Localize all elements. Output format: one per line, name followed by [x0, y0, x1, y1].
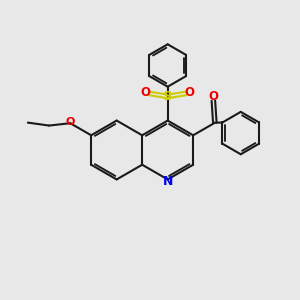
Text: O: O	[208, 90, 218, 103]
Text: N: N	[163, 175, 173, 188]
Text: O: O	[185, 86, 195, 99]
Text: S: S	[163, 90, 172, 103]
Text: O: O	[66, 117, 75, 127]
Text: O: O	[141, 86, 151, 99]
